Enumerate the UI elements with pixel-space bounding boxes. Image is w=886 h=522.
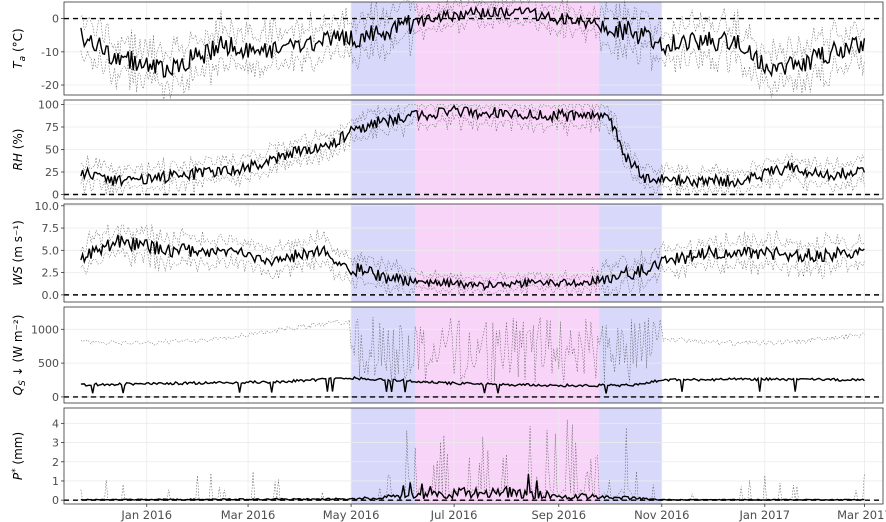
panel-qs-mean-line	[80, 376, 865, 394]
panel-rh-ytick-label-3: 75	[45, 121, 59, 134]
panel-p-ytick-label-2: 2	[52, 456, 59, 469]
panel-ws-ytick-label-2: 5.0	[42, 244, 60, 257]
panel-qs-shade-layer	[351, 307, 662, 403]
panel-qs-ytick-layer: 0 500 1000	[31, 323, 64, 404]
panel-qs-ylabel: QS ↓ (W m⁻²)	[11, 315, 28, 396]
panel-ws-shade-layer	[351, 204, 662, 302]
panel-qs-ytick-label-2: 1000	[31, 323, 59, 336]
panel-rh-mean-line	[80, 104, 866, 189]
x-tick-label-2: May 2016	[323, 508, 380, 522]
panel-ta-ytick-label-1: -10	[41, 46, 59, 59]
x-tick-label-7: Mar 2017	[837, 508, 886, 522]
panel-p-max-line	[80, 419, 865, 501]
panel-p-border	[63, 407, 884, 505]
panel-ws-min-line	[80, 245, 865, 296]
panel-p-ytick-layer: 0 1 2 3 4	[52, 417, 64, 507]
panel-rh-ylabel: RH (%)	[11, 129, 25, 171]
panel-ta-mean-line	[80, 5, 866, 78]
x-tick-label-4: Sep 2016	[531, 508, 586, 522]
panel-rh-ytick-layer: 0 25 50 75 100	[38, 99, 64, 202]
panel-rh-ytick-label-0: 0	[52, 189, 59, 202]
panel-ta-ytick-layer: 0 -10 -20	[41, 13, 64, 92]
panel-ws-border	[63, 203, 884, 303]
panel-rh-ytick-label-2: 50	[45, 144, 59, 157]
panel-ta-ytick-label-2: -20	[41, 79, 59, 92]
panel-p-ytick-label-0: 0	[52, 494, 59, 507]
panel-ta-min-line	[80, 13, 865, 103]
panel-qs-ytick-label-1: 500	[38, 357, 59, 370]
panel-qs: 0 500 1000 QS ↓ (W m⁻²)	[11, 306, 884, 404]
panel-ta-ylabel: Ta (°C)	[11, 28, 28, 68]
x-tick-label-0: Jan 2016	[120, 508, 172, 522]
panel-rh: 0 25 50 75 100 RH (%)	[11, 99, 884, 202]
panel-ws-ytick-label-4: 10.0	[35, 200, 60, 213]
panel-ta-shade-layer	[351, 2, 662, 95]
panel-ws-ytick-label-1: 2.5	[42, 267, 60, 280]
panel-ws-ytick-label-3: 7.5	[42, 222, 60, 235]
x-tick-label-5: Nov 2016	[634, 508, 689, 522]
panel-ws: 0.0 2.5 5.0 7.5 10.0 WS (m s⁻¹)	[11, 200, 884, 303]
panel-p-ytick-label-1: 1	[52, 475, 59, 488]
panel-ws-max-line	[80, 224, 865, 285]
panel-qs-border	[63, 306, 884, 404]
x-axis: Jan 2016 Mar 2016 May 2016 Jul 2016 Sep 2016…	[120, 504, 886, 522]
panel-qs-series-layer	[80, 317, 865, 398]
panel-ta: 0 -10 -20 Ta (°C)	[11, 0, 884, 103]
panel-ws-ylabel: WS (m s⁻¹)	[11, 220, 25, 286]
panel-qs-shade-1	[415, 307, 600, 403]
x-tick-label-1: Mar 2016	[221, 508, 276, 522]
panel-rh-ytick-label-4: 100	[38, 99, 59, 112]
panel-p-ylabel: P* (mm)	[11, 432, 25, 480]
panel-ws-shade-1	[415, 204, 600, 302]
x-tick-label-6: Jan 2017	[738, 508, 790, 522]
panel-rh-ytick-label-1: 25	[45, 166, 59, 179]
panel-ws-mean-line	[80, 234, 865, 292]
panel-ws-ytick-label-0: 0.0	[42, 289, 60, 302]
panel-qs-ytick-label-0: 0	[52, 391, 59, 404]
panel-ta-ytick-label-0: 0	[52, 13, 59, 26]
x-tick-label-3: Jul 2016	[430, 508, 478, 522]
panel-ws-ytick-layer: 0.0 2.5 5.0 7.5 10.0	[35, 200, 64, 302]
panel-ws-series-layer	[80, 224, 865, 296]
panel-p-ytick-label-4: 4	[52, 417, 59, 430]
panel-p: 0 1 2 3 4 P* (mm)	[11, 407, 884, 507]
panel-p-ytick-label-3: 3	[52, 437, 59, 450]
panel-ta-border	[63, 1, 884, 96]
